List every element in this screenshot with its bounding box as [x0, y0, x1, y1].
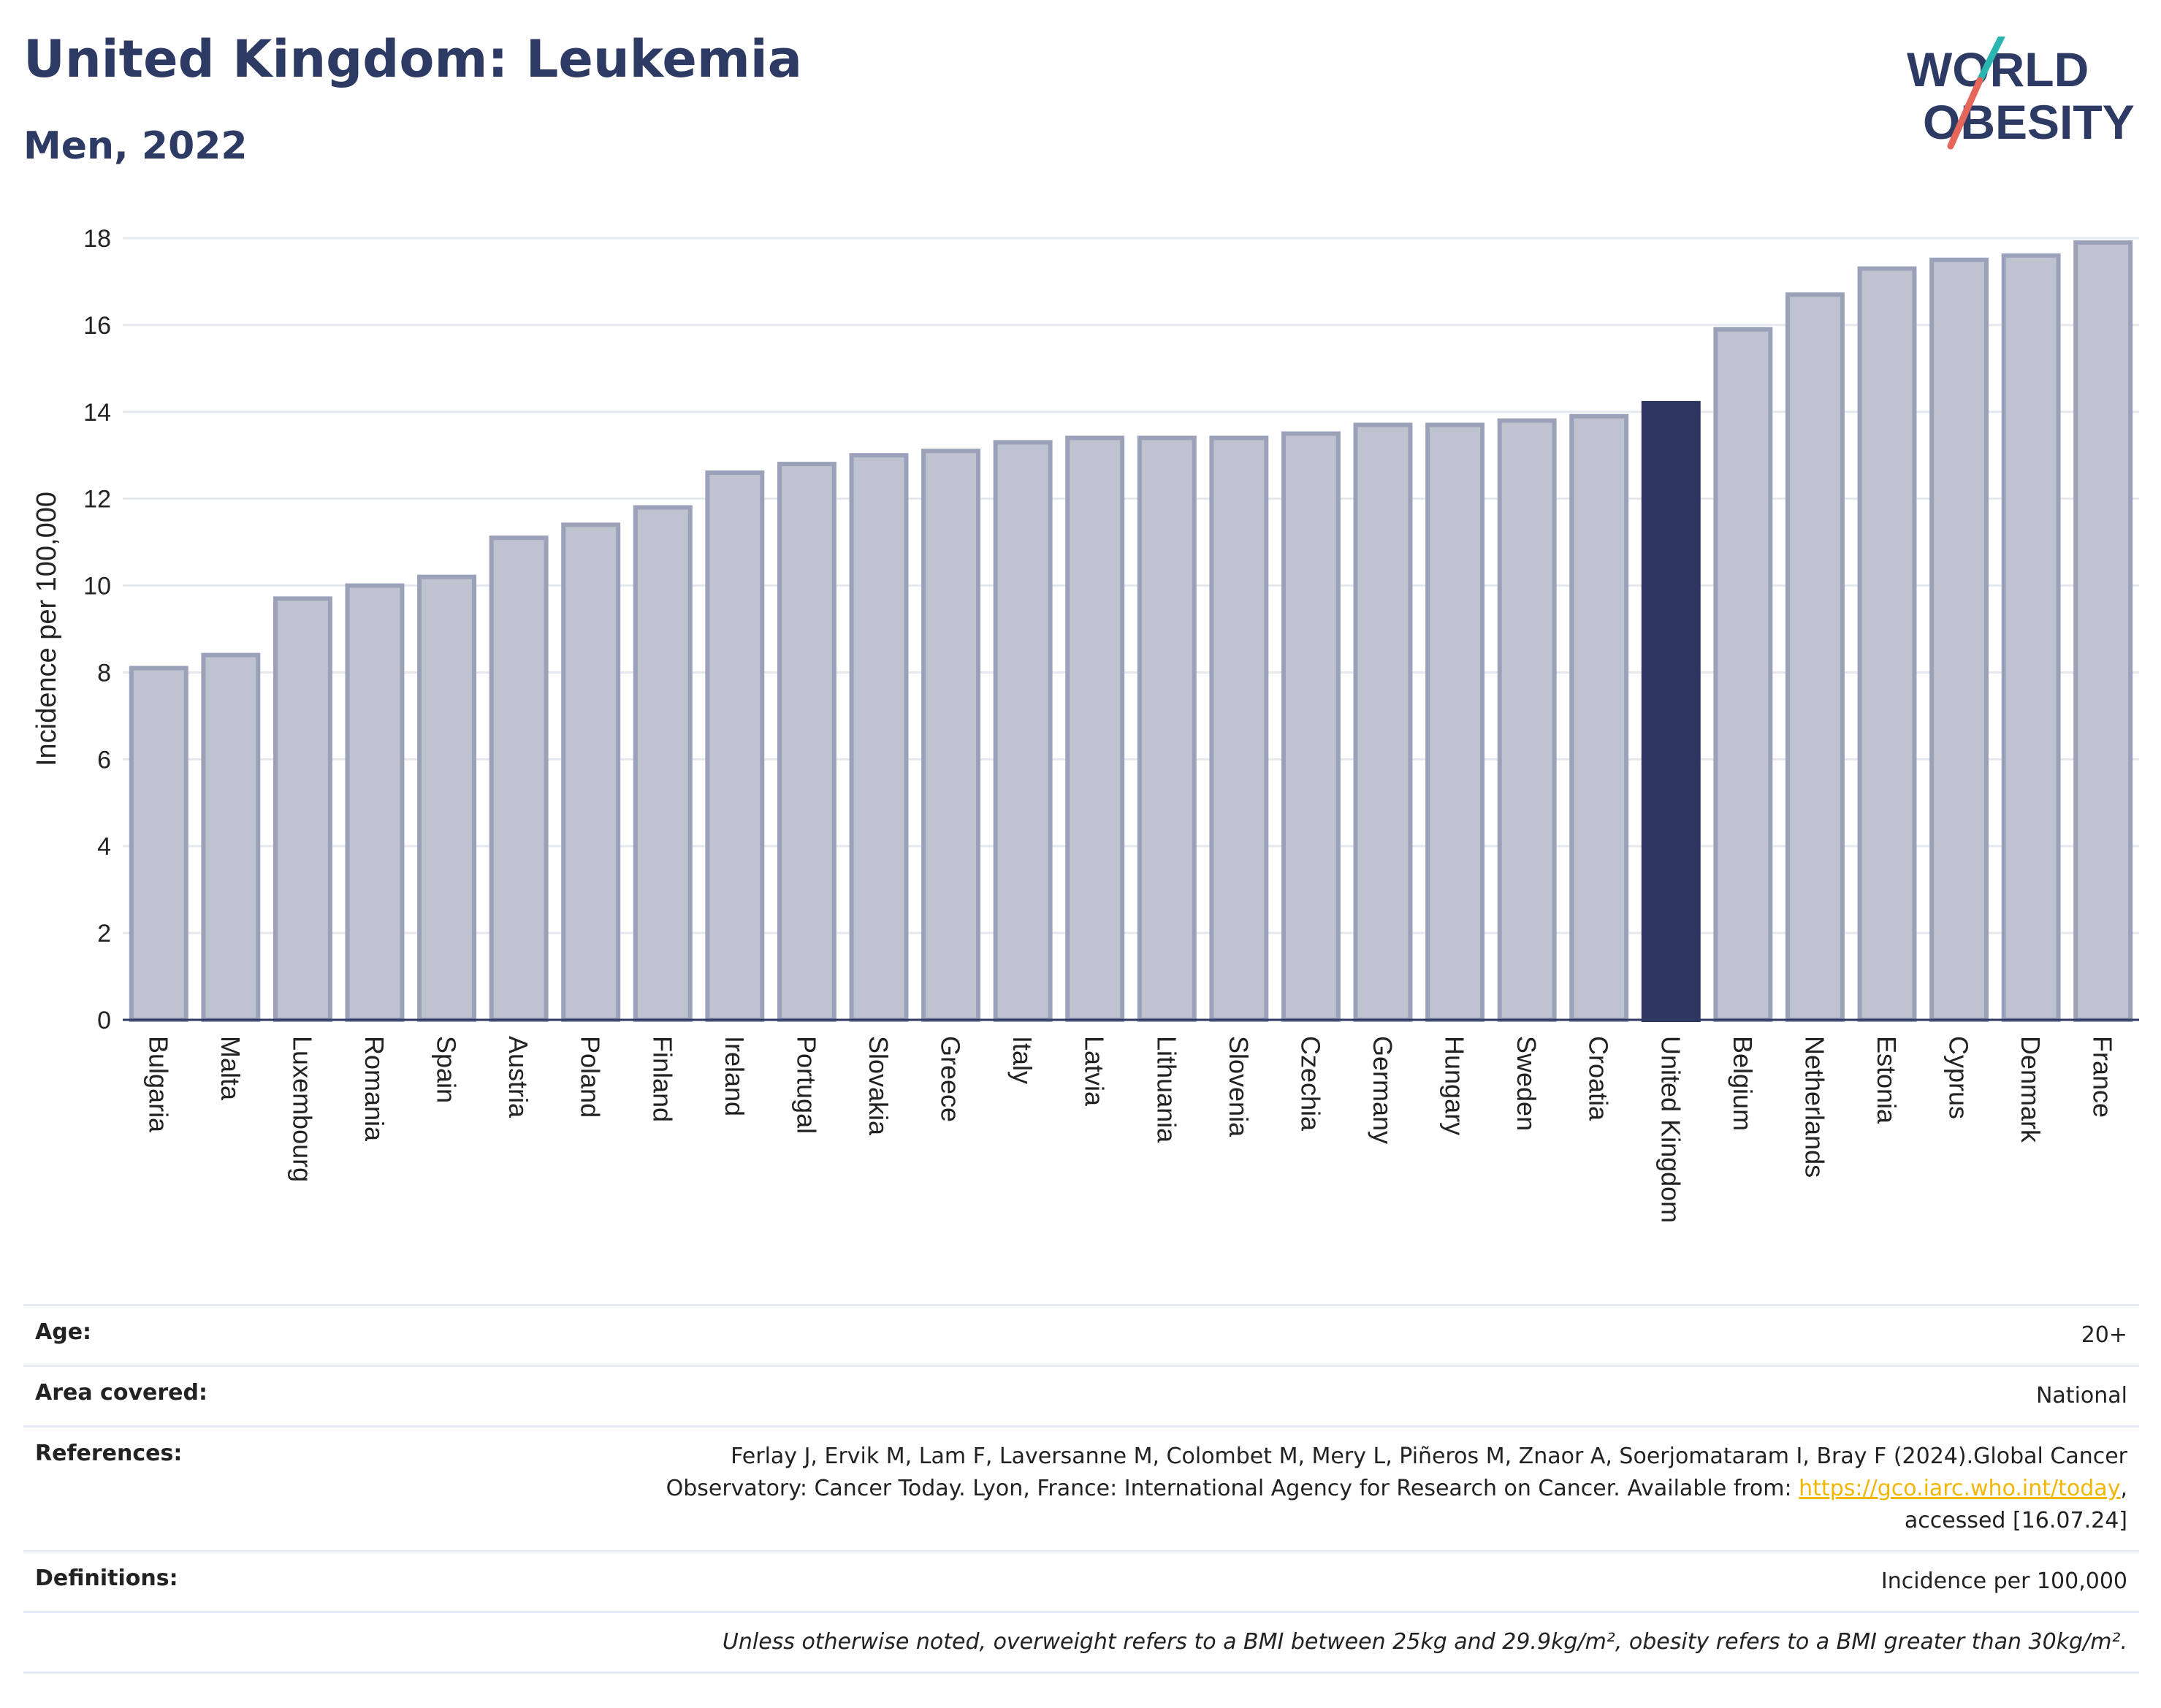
bar-denmark [2001, 253, 2061, 1022]
references-label: References: [23, 1425, 427, 1552]
age-label: Age: [23, 1304, 427, 1366]
bar-germany [1353, 422, 1413, 1022]
x-tick-label: Cyprus [1944, 1036, 1974, 1119]
world-obesity-logo: WORLD OBESITY [1907, 37, 2135, 150]
bar-united-kingdom [1641, 400, 1701, 1022]
references-text-1: Ferlay J, Ervik M, Lam F, Laversanne M, … [731, 1444, 2127, 1469]
x-tick-label: Belgium [1728, 1036, 1758, 1131]
y-tick-label: 18 [83, 225, 111, 253]
references-value: Ferlay J, Ervik M, Lam F, Laversanne M, … [427, 1425, 2139, 1552]
references-link[interactable]: https://gco.iarc.who.int/today [1799, 1476, 2121, 1501]
x-tick-label: Netherlands [1799, 1036, 1829, 1178]
y-tick-label: 12 [83, 486, 111, 514]
bar-portugal [777, 462, 836, 1022]
x-tick-label: Portugal [791, 1036, 821, 1134]
x-tick-label: Spain [432, 1036, 462, 1103]
y-tick-label: 10 [83, 573, 111, 601]
bar-sweden [1497, 418, 1557, 1022]
bar-luxembourg [272, 596, 332, 1022]
references-text-4: accessed [16.07.24] [1904, 1508, 2127, 1533]
chart-title: United Kingdom: Leukemia [23, 29, 802, 89]
x-tick-label: Slovakia [864, 1036, 893, 1136]
bar-estonia [1857, 266, 1917, 1023]
metadata-table: Age: 20+ Area covered: National Referenc… [23, 1304, 2139, 1674]
references-text-2: Observatory: Cancer Today. Lyon, France:… [666, 1476, 1799, 1501]
bar-spain [417, 574, 477, 1022]
meta-row-note: Unless otherwise noted, overweight refer… [23, 1611, 2139, 1674]
meta-row-age: Age: 20+ [23, 1304, 2139, 1366]
x-tick-label: Estonia [1872, 1036, 1902, 1124]
bar-ireland [705, 470, 765, 1022]
y-tick-label: 0 [97, 1007, 111, 1034]
meta-row-references: References: Ferlay J, Ervik M, Lam F, La… [23, 1425, 2139, 1552]
references-text-3: , [2120, 1476, 2127, 1501]
y-tick-label: 2 [97, 920, 111, 948]
x-tick-label: Malta [216, 1036, 245, 1101]
bar-france [2073, 240, 2133, 1022]
x-tick-label: Italy [1007, 1036, 1037, 1084]
x-tick-label: Bulgaria [143, 1036, 173, 1133]
definitions-value: Incidence per 100,000 [427, 1550, 2139, 1612]
x-tick-label: Sweden [1512, 1036, 1541, 1131]
bar-bulgaria [129, 666, 188, 1022]
meta-row-area: Area covered: National [23, 1365, 2139, 1427]
bar-romania [345, 583, 405, 1022]
bar-cyprus [1929, 257, 1989, 1023]
x-tick-label: Latvia [1080, 1036, 1110, 1107]
definitions-label: Definitions: [23, 1550, 427, 1612]
bar-finland [633, 505, 693, 1022]
x-tick-label: Poland [576, 1036, 606, 1118]
area-label: Area covered: [23, 1365, 427, 1427]
bar-czechia [1281, 431, 1341, 1022]
x-tick-label: United Kingdom [1655, 1036, 1685, 1223]
bar-latvia [1065, 435, 1125, 1022]
x-tick-label: Lithuania [1151, 1036, 1181, 1143]
x-tick-label: Hungary [1440, 1036, 1470, 1135]
bar-slovakia [849, 453, 909, 1022]
y-tick-label: 6 [97, 746, 111, 774]
bar-chart: 0 2 4 6 8 10 12 14 16 18 Bulgaria Malta Luxembourg Ro… [31, 225, 2139, 1223]
x-tick-label: Finland [647, 1036, 677, 1122]
bar-hungary [1425, 422, 1485, 1022]
bar-lithuania [1137, 435, 1197, 1022]
age-value: 20+ [427, 1304, 2139, 1366]
x-tick-label: Czechia [1295, 1036, 1325, 1132]
bar-netherlands [1785, 292, 1845, 1022]
meta-row-definitions: Definitions: Incidence per 100,000 [23, 1550, 2139, 1612]
bar-slovenia [1209, 435, 1269, 1022]
bmi-note: Unless otherwise noted, overweight refer… [427, 1611, 2139, 1674]
bar-malta [201, 652, 261, 1023]
bar-poland [561, 522, 621, 1022]
y-tick-label: 16 [83, 312, 111, 340]
y-tick-label: 8 [97, 659, 111, 687]
x-tick-label: Germany [1368, 1036, 1398, 1144]
x-tick-label: Slovenia [1224, 1036, 1254, 1137]
x-tick-label: Ireland [720, 1036, 750, 1116]
bar-belgium [1713, 327, 1773, 1023]
x-tick-label: France [2088, 1036, 2118, 1118]
bar-greece [921, 449, 981, 1022]
x-tick-label: Denmark [2016, 1036, 2046, 1143]
x-tick-label: Romania [359, 1036, 389, 1142]
chart-subtitle: Men, 2022 [23, 124, 248, 168]
bar-croatia [1569, 413, 1629, 1022]
x-tick-label: Luxembourg [287, 1036, 317, 1182]
x-tick-label: Croatia [1584, 1036, 1614, 1121]
y-axis-title: Incidence per 100,000 [31, 492, 62, 766]
y-tick-label: 14 [83, 399, 111, 427]
x-tick-label: Austria [503, 1036, 533, 1118]
area-value: National [427, 1365, 2139, 1427]
bar-austria [489, 535, 549, 1022]
x-tick-label: Greece [936, 1036, 966, 1122]
bar-italy [993, 440, 1053, 1022]
y-tick-label: 4 [97, 833, 111, 861]
